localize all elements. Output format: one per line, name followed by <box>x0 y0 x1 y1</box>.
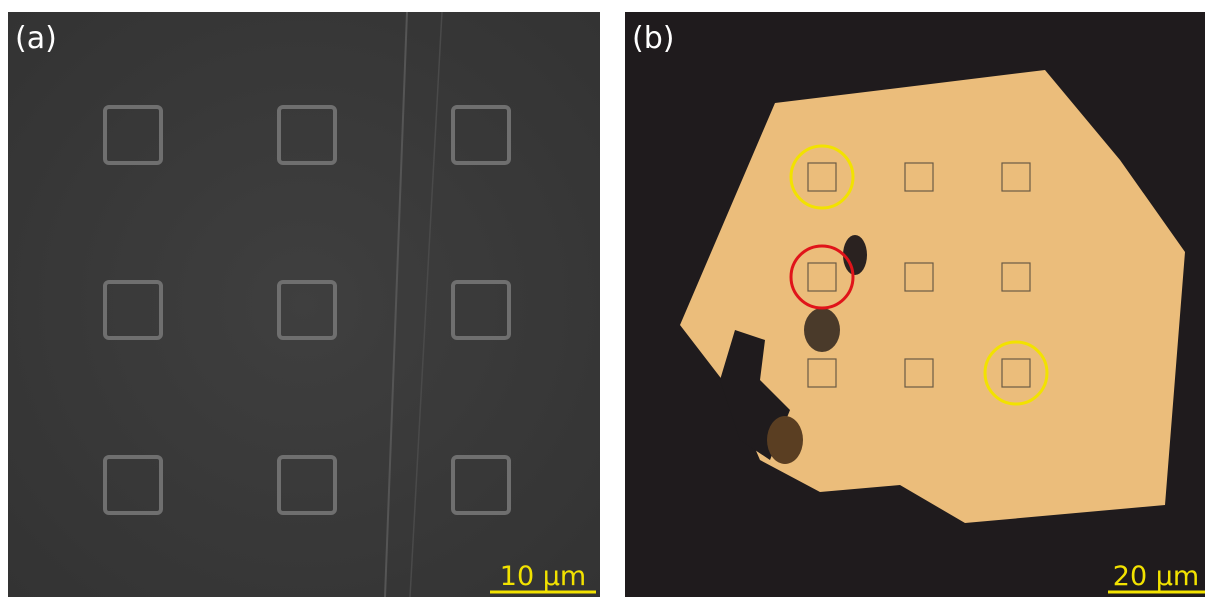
scale-bar-label: 10 μm <box>500 561 586 592</box>
figure: (a) 10 μm (b) 20 μm <box>0 0 1210 599</box>
scale-bar-label: 20 μm <box>1113 561 1199 592</box>
page: (a) 10 μm (b) 20 μm (() => { const data … <box>0 0 1210 599</box>
sem-image <box>8 12 600 597</box>
panel-b: (b) 20 μm <box>625 12 1205 597</box>
panel-label: (a) <box>15 21 57 56</box>
debris <box>767 416 803 464</box>
debris <box>804 308 840 352</box>
debris <box>843 235 867 275</box>
panel-a: (a) 10 μm <box>8 12 600 597</box>
panel-label: (b) <box>632 21 674 56</box>
